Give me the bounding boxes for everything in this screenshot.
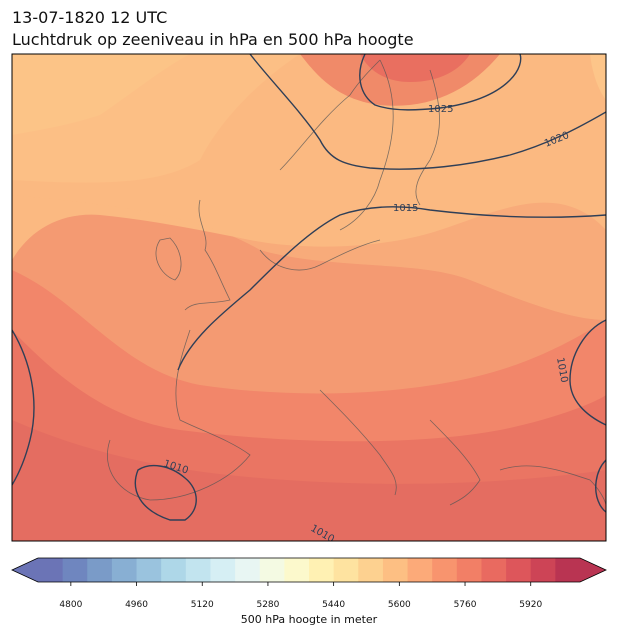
coastlines (107, 59, 606, 506)
coastline-baltic (259, 239, 381, 271)
coastline-finland (415, 69, 440, 206)
coastline-iberia (107, 329, 251, 501)
coastline-ireland (155, 237, 182, 281)
height-band (12, 420, 606, 541)
colorbar-segment (530, 558, 556, 582)
isobars (12, 54, 606, 521)
height-band (12, 54, 606, 320)
colorbar: 4800 4960 5120 5280 5440 5600 5760 5920 (11, 557, 607, 610)
map-title-date: 13-07-1820 12 UTC (12, 8, 168, 27)
colorbar-segment (358, 558, 384, 582)
colorbar-segment (62, 558, 88, 582)
coastline-italy (319, 389, 397, 496)
colorbar-label: 500 hPa hoogte in meter (240, 613, 378, 626)
isobar-label: 1015 (393, 203, 418, 214)
isobar-1025 (359, 54, 522, 111)
colorbar-tick-label: 4800 (59, 600, 82, 610)
colorbar-segment (161, 558, 187, 582)
colorbar-extend-left (12, 558, 38, 582)
coastline-norway (279, 59, 381, 171)
isobar-1010-east (569, 319, 606, 426)
coastline-turkey (499, 465, 606, 506)
colorbar-tick-label: 5440 (322, 600, 345, 610)
colorbar-tick-label: 4960 (125, 600, 148, 610)
colorbar-segment (185, 558, 211, 582)
coastline-balkans (429, 419, 481, 506)
colorbar-segment (210, 558, 236, 582)
isobar-1020 (249, 54, 606, 170)
colorbar-segment (333, 558, 359, 582)
colorbar-segment (111, 558, 138, 582)
map-title-description: Luchtdruk op zeeniveau in hPa en 500 hPa… (12, 30, 414, 49)
isobar-label: 1025 (428, 104, 453, 115)
coastline-britain (184, 199, 231, 311)
map-frame (11, 53, 607, 542)
colorbar-tick-label: 5120 (191, 600, 214, 610)
colorbar-segment (136, 558, 162, 582)
colorbar-tick-label: 5920 (519, 600, 542, 610)
colorbar-tick-label: 5280 (256, 600, 279, 610)
coastline-sweden (339, 59, 394, 231)
colorbar-segment (259, 558, 285, 582)
colorbar-segment (284, 558, 310, 582)
isobar-1010-southeast (595, 459, 606, 513)
colorbar-segment (481, 558, 507, 582)
colorbar-segment (38, 558, 64, 582)
height-band (360, 54, 470, 82)
colorbar-extend-right (580, 558, 606, 582)
colorbar-tick-label: 5600 (388, 600, 411, 610)
colorbar-segment (407, 558, 433, 582)
colorbar-segment (87, 558, 113, 582)
isobar-label: 1010 (554, 357, 569, 384)
isobar-1010-west (12, 329, 35, 486)
colorbar-segment (506, 558, 532, 582)
geopotential-height-field (12, 54, 606, 541)
colorbar-segment (309, 558, 335, 582)
colorbar-segment (432, 558, 458, 582)
colorbar-segment (456, 558, 482, 582)
colorbar-segment (555, 558, 581, 582)
isobar-1010-iberia (134, 464, 197, 521)
isobar-1015 (177, 206, 606, 371)
colorbar-tick-label: 5760 (454, 600, 477, 610)
height-band (590, 54, 606, 100)
colorbar-segment (235, 558, 261, 582)
colorbar-segment (382, 558, 409, 582)
